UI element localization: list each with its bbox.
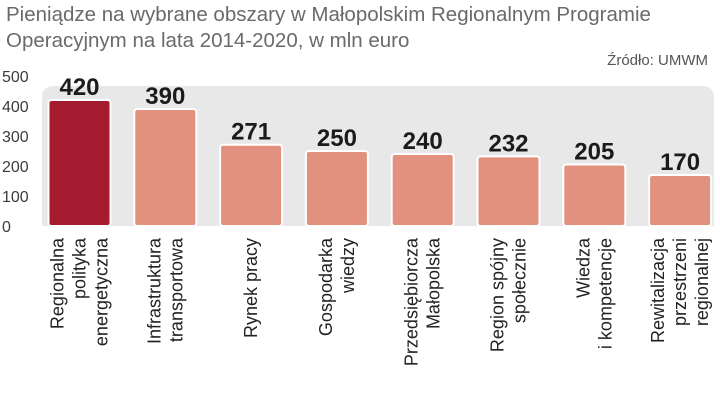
category-label: Infrastruktura transportowa (144, 237, 186, 344)
category-label-line: i kompetencje (595, 238, 615, 349)
category-label-line: Przedsiębiorcza (402, 237, 422, 366)
category-label-line: Infrastruktura (144, 237, 164, 344)
category-label-line: wiedzy (338, 238, 358, 294)
category-label-line: regionalnej (692, 238, 712, 326)
bar (133, 108, 198, 227)
y-tick-label: 400 (2, 99, 29, 116)
bar (219, 143, 284, 227)
y-tick-label: 300 (2, 129, 29, 146)
category-label-line: Gospodarka (316, 237, 336, 336)
bar (648, 174, 713, 227)
category-labels: Regionalna polityka energetyczna Infrastruk… (48, 237, 713, 366)
data-label: 271 (231, 119, 271, 146)
plot-panel (42, 86, 714, 226)
y-tick-label: 100 (2, 189, 29, 206)
category-label-line: Rynek pracy (241, 238, 261, 338)
category-label-line: polityka (70, 237, 90, 299)
y-tick-label: 0 (2, 219, 11, 236)
value-labels: 420 390 271 250 240 232 205 170 (59, 74, 700, 176)
category-label: Wiedza i kompetencje (573, 237, 615, 349)
bar (390, 153, 455, 227)
bar (562, 163, 627, 227)
data-label: 232 (488, 130, 528, 157)
category-label-line: energetyczna (92, 237, 112, 346)
category-label: Rynek pracy (241, 238, 261, 338)
y-axis: 0 100 200 300 400 500 (2, 69, 29, 236)
data-label: 390 (145, 83, 185, 110)
data-label: 240 (403, 128, 443, 155)
category-label-line: Region spójny (488, 238, 508, 352)
category-label: Rewitalizacja przestrzeni regionalnej (648, 237, 712, 343)
bar (476, 155, 541, 227)
category-label-line: Małopolska (424, 237, 444, 329)
data-label: 250 (317, 125, 357, 152)
category-label-line: transportowa (166, 237, 186, 342)
data-label: 170 (660, 149, 700, 176)
category-label: Regionalna polityka energetyczna (48, 237, 112, 346)
category-label-line: Rewitalizacja (648, 237, 668, 343)
bar (47, 99, 112, 227)
data-label: 205 (574, 139, 614, 166)
category-label-line: Regionalna (48, 237, 68, 329)
bar (304, 150, 369, 227)
y-tick-label: 500 (2, 69, 29, 86)
data-label: 420 (59, 74, 99, 101)
category-label: Region spójny społecznie (488, 238, 530, 352)
category-label: Przedsiębiorcza Małopolska (402, 237, 444, 366)
bars (47, 99, 713, 227)
category-label: Gospodarka wiedzy (316, 237, 358, 336)
category-label-line: przestrzeni (670, 238, 690, 326)
category-label-line: społecznie (510, 238, 530, 323)
source-note: Źródło: UMWM (607, 52, 708, 69)
y-tick-label: 200 (2, 159, 29, 176)
category-label-line: Wiedza (573, 237, 593, 298)
chart-title: Pieniądze na wybrane obszary w Małopolsk… (6, 3, 651, 52)
